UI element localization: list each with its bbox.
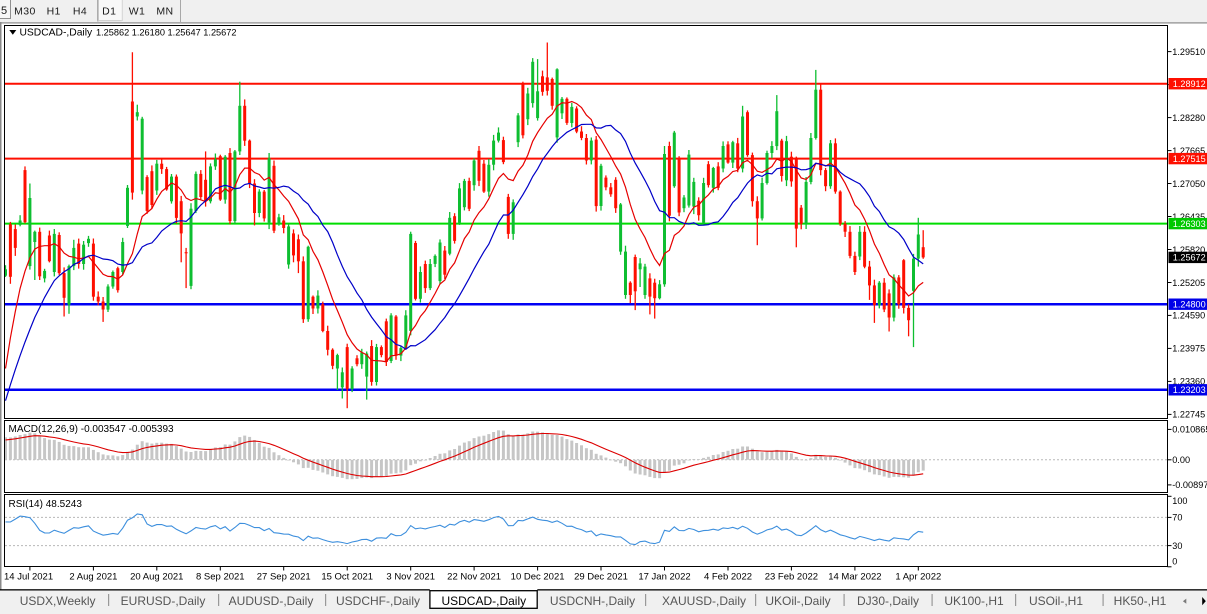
svg-text:1.27515: 1.27515 — [1173, 154, 1206, 164]
svg-text:MACD(12,26,9) -0.003547 -0.005: MACD(12,26,9) -0.003547 -0.005393 — [9, 424, 175, 435]
svg-text:USDCAD-,Daily: USDCAD-,Daily — [441, 594, 526, 608]
svg-text:XAUUSD-,Daily: XAUUSD-,Daily — [662, 594, 746, 608]
svg-text:USDX,Weekly: USDX,Weekly — [20, 594, 96, 608]
svg-text:USDCHF-,Daily: USDCHF-,Daily — [336, 594, 420, 608]
svg-text:USDCNH-,Daily: USDCNH-,Daily — [550, 594, 635, 608]
svg-text:8 Sep 2021: 8 Sep 2021 — [196, 572, 245, 583]
svg-text:USOil-,H1: USOil-,H1 — [1029, 594, 1083, 608]
svg-text:29 Dec 2021: 29 Dec 2021 — [574, 572, 628, 583]
svg-text:20 Aug 2021: 20 Aug 2021 — [130, 572, 183, 583]
svg-text:30: 30 — [1172, 541, 1182, 551]
svg-text:0.010865: 0.010865 — [1172, 425, 1207, 435]
svg-text:1.25862 1.26180 1.25647 1.2567: 1.25862 1.26180 1.25647 1.25672 — [96, 27, 237, 37]
svg-text:1.25205: 1.25205 — [1172, 278, 1205, 288]
svg-text:H4: H4 — [73, 6, 87, 18]
svg-text:1.25820: 1.25820 — [1172, 245, 1205, 255]
svg-text:1.22745: 1.22745 — [1172, 410, 1205, 420]
svg-text:1.24800: 1.24800 — [1173, 300, 1206, 310]
svg-text:HK50-,H1: HK50-,H1 — [1114, 594, 1167, 608]
svg-text:DJ30-,Daily: DJ30-,Daily — [857, 594, 919, 608]
svg-text:1.25672: 1.25672 — [1173, 253, 1206, 263]
svg-text:1.23203: 1.23203 — [1173, 385, 1206, 395]
svg-text:15 Oct 2021: 15 Oct 2021 — [321, 572, 373, 583]
svg-text:14 Jul 2021: 14 Jul 2021 — [4, 572, 53, 583]
svg-text:EURUSD-,Daily: EURUSD-,Daily — [121, 594, 206, 608]
svg-text:-0.00897: -0.00897 — [1172, 480, 1207, 490]
svg-text:1.24590: 1.24590 — [1172, 311, 1205, 321]
svg-text:MN: MN — [156, 6, 173, 18]
svg-text:W1: W1 — [129, 6, 146, 18]
svg-text:1.28912: 1.28912 — [1173, 79, 1206, 89]
svg-text:4 Feb 2022: 4 Feb 2022 — [704, 572, 752, 583]
svg-text:10 Dec 2021: 10 Dec 2021 — [511, 572, 565, 583]
svg-text:17 Jan 2022: 17 Jan 2022 — [638, 572, 690, 583]
svg-text:D1: D1 — [102, 6, 116, 18]
svg-text:1.29510: 1.29510 — [1172, 47, 1205, 57]
svg-text:M30: M30 — [14, 6, 36, 18]
svg-text:22 Nov 2021: 22 Nov 2021 — [447, 572, 501, 583]
svg-text:1.26435: 1.26435 — [1172, 212, 1205, 222]
svg-text:5: 5 — [1, 5, 7, 17]
svg-text:70: 70 — [1172, 513, 1182, 523]
svg-text:1.28280: 1.28280 — [1172, 113, 1205, 123]
svg-text:3 Nov 2021: 3 Nov 2021 — [386, 572, 435, 583]
svg-text:UKOil-,Daily: UKOil-,Daily — [765, 594, 830, 608]
svg-text:H1: H1 — [47, 6, 61, 18]
svg-text:0: 0 — [1172, 557, 1177, 567]
svg-text:2 Aug 2021: 2 Aug 2021 — [69, 572, 117, 583]
svg-text:23 Feb 2022: 23 Feb 2022 — [765, 572, 818, 583]
svg-text:1.23360: 1.23360 — [1172, 377, 1205, 387]
svg-text:AUDUSD-,Daily: AUDUSD-,Daily — [229, 594, 314, 608]
svg-text:RSI(14) 48.5243: RSI(14) 48.5243 — [9, 499, 83, 510]
svg-text:27 Sep 2021: 27 Sep 2021 — [257, 572, 311, 583]
svg-text:0.00: 0.00 — [1172, 455, 1190, 465]
svg-text:USDCAD-,Daily: USDCAD-,Daily — [20, 28, 94, 39]
svg-text:1.26303: 1.26303 — [1173, 219, 1206, 229]
svg-text:1 Apr 2022: 1 Apr 2022 — [895, 572, 941, 583]
svg-text:100: 100 — [1172, 496, 1187, 506]
svg-text:14 Mar 2022: 14 Mar 2022 — [828, 572, 881, 583]
svg-text:UK100-,H1: UK100-,H1 — [944, 594, 1004, 608]
svg-text:1.27665: 1.27665 — [1172, 146, 1205, 156]
svg-text:1.23975: 1.23975 — [1172, 344, 1205, 354]
svg-text:1.27050: 1.27050 — [1172, 179, 1205, 189]
